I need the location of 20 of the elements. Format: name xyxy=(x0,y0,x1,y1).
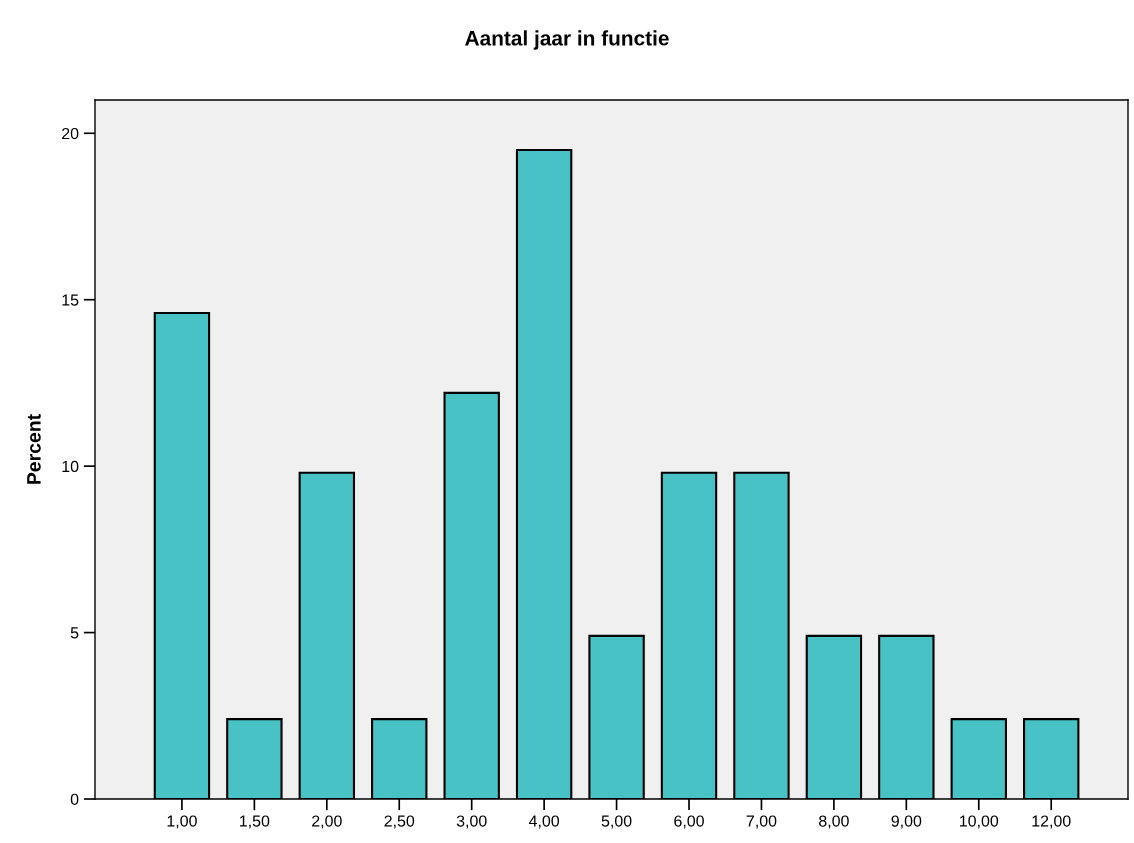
x-tick-label: 9,00 xyxy=(891,815,922,829)
x-tick-label: 7,00 xyxy=(746,815,777,829)
y-tick-label: 15 xyxy=(62,294,79,306)
x-tick-label: 8,00 xyxy=(819,815,849,829)
x-tick-label: 2,50 xyxy=(384,815,415,829)
x-tick-label: 6,00 xyxy=(674,815,704,829)
x-tick-label: 10,00 xyxy=(960,815,999,829)
chart-title: Aantal jaar in functie xyxy=(465,30,669,50)
y-tick-label: 5 xyxy=(70,627,79,639)
x-tick-label: 2,00 xyxy=(312,815,342,829)
y-tick-label: 0 xyxy=(70,793,79,805)
y-tick-label: 20 xyxy=(62,127,79,140)
y-axis-title: Percent xyxy=(27,414,41,484)
x-tick-label: 4,00 xyxy=(528,815,560,829)
x-tick-label: 1,00 xyxy=(167,815,197,829)
x-tick-label: 1,50 xyxy=(240,815,270,829)
x-tick-label: 3,00 xyxy=(456,815,487,829)
y-tick-label: 10 xyxy=(62,460,79,473)
x-tick-label: 5,00 xyxy=(601,815,632,829)
x-tick-label: 12,00 xyxy=(1032,815,1071,829)
